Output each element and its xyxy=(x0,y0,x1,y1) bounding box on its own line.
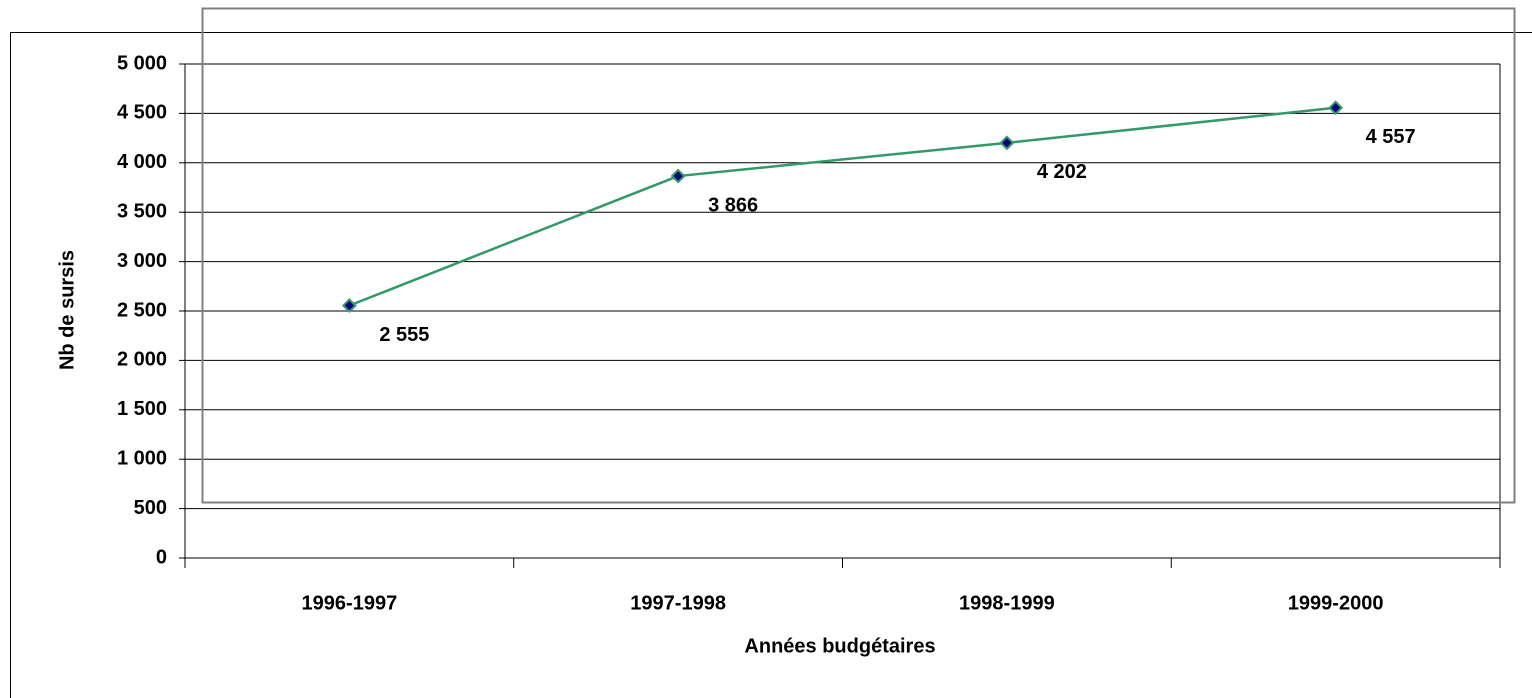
x-tick-label: 1999-2000 xyxy=(1288,592,1384,614)
overlay-frame xyxy=(201,7,1516,504)
y-tick-label: 2 500 xyxy=(117,299,167,321)
y-tick-label: 500 xyxy=(134,497,167,519)
y-tick-label: 4 500 xyxy=(117,102,167,124)
data-label: 2 555 xyxy=(379,324,429,346)
data-label: 4 202 xyxy=(1037,161,1087,183)
marker xyxy=(670,168,686,184)
y-tick-label: 2 000 xyxy=(117,349,167,371)
x-axis-title: Années budgétaires xyxy=(744,635,935,657)
y-tick-label: 0 xyxy=(156,546,167,568)
x-tick-label: 1998-1999 xyxy=(959,592,1055,614)
line xyxy=(348,106,1336,307)
marker xyxy=(341,298,357,313)
data-label: 3 866 xyxy=(708,194,758,216)
marker xyxy=(1328,100,1344,116)
chart-border xyxy=(10,32,1532,698)
y-tick-label: 1 000 xyxy=(117,447,167,469)
marker xyxy=(999,135,1015,151)
x-tick-label: 1996-1997 xyxy=(302,592,398,614)
y-tick-label: 4 000 xyxy=(117,151,167,173)
x-tick-label: 1997-1998 xyxy=(630,592,726,614)
y-tick-label: 1 500 xyxy=(117,398,167,420)
y-axis-title: Nb de sursis xyxy=(56,250,78,370)
y-tick-label: 3 000 xyxy=(117,250,167,272)
data-label: 4 557 xyxy=(1366,126,1416,148)
y-tick-label: 3 500 xyxy=(117,200,167,222)
y-tick-label: 5 000 xyxy=(117,52,167,74)
